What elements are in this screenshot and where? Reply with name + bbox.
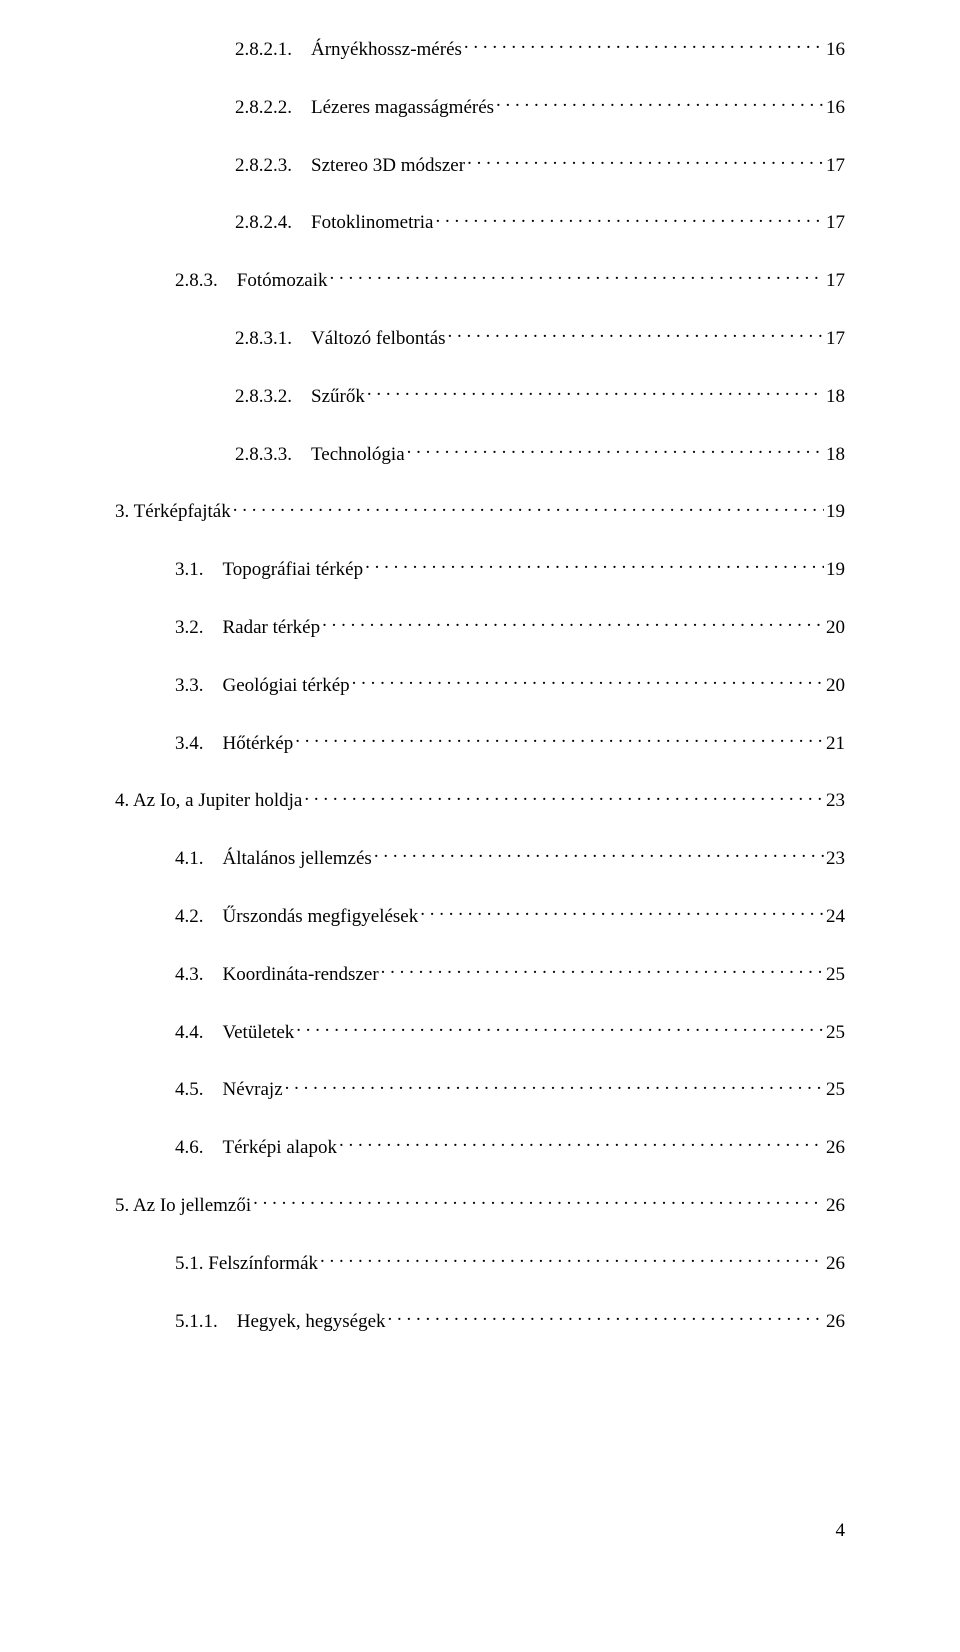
toc-label: 3.2. Radar térkép xyxy=(175,617,320,640)
toc-entry: 3.4. Hőtérkép 21 xyxy=(115,730,845,756)
toc-leader-dots xyxy=(285,1076,824,1095)
toc-page-number: 19 xyxy=(826,501,845,524)
toc-leader-dots xyxy=(407,441,824,460)
toc-leader-dots xyxy=(322,614,824,633)
toc-leader-dots xyxy=(435,209,824,228)
toc-label: 2.8.2.3. Sztereo 3D módszer xyxy=(235,155,465,178)
toc-label: 2.8.2.1. Árnyékhossz-mérés xyxy=(235,39,462,62)
toc-page-number: 17 xyxy=(826,155,845,178)
toc-entry: 4.5. Névrajz 25 xyxy=(115,1076,845,1102)
toc-leader-dots xyxy=(296,1019,824,1038)
toc-leader-dots xyxy=(381,961,824,980)
toc-page-number: 18 xyxy=(826,444,845,467)
toc-label: 4.6. Térképi alapok xyxy=(175,1137,337,1160)
toc-page-number: 25 xyxy=(826,1079,845,1102)
toc-entry: 4.2. Űrszondás megfigyelések 24 xyxy=(115,903,845,929)
toc-label: 4.3. Koordináta-rendszer xyxy=(175,964,379,987)
toc-label: 2.8.2.4. Fotoklinometria xyxy=(235,212,433,235)
page-number: 4 xyxy=(836,1520,846,1542)
toc-leader-dots xyxy=(367,383,824,402)
toc-leader-dots xyxy=(496,94,824,113)
toc-leader-dots xyxy=(339,1134,824,1153)
toc-page-number: 19 xyxy=(826,559,845,582)
toc-label: 2.8.3.3. Technológia xyxy=(235,444,405,467)
toc-label: 4. Az Io, a Jupiter holdja xyxy=(115,790,302,813)
toc-entry: 4. Az Io, a Jupiter holdja 23 xyxy=(115,787,845,813)
toc-page-number: 16 xyxy=(826,39,845,62)
toc-leader-dots xyxy=(388,1308,824,1327)
toc-page-number: 17 xyxy=(826,270,845,293)
toc-label: 3. Térképfajták xyxy=(115,501,231,524)
toc-label: 4.2. Űrszondás megfigyelések xyxy=(175,906,418,929)
toc-label: 5. Az Io jellemzői xyxy=(115,1195,251,1218)
toc-entry: 3. Térképfajták 19 xyxy=(115,498,845,524)
toc-page-number: 20 xyxy=(826,675,845,698)
toc-label: 4.4. Vetületek xyxy=(175,1022,294,1045)
toc-entry: 2.8.3.1. Változó felbontás 17 xyxy=(115,325,845,351)
toc-entry: 2.8.2.4. Fotoklinometria 17 xyxy=(115,209,845,235)
toc-page-number: 24 xyxy=(826,906,845,929)
toc-page-number: 17 xyxy=(826,212,845,235)
toc-entry: 2.8.3.2. Szűrők 18 xyxy=(115,383,845,409)
toc-entry: 5.1.1. Hegyek, hegységek 26 xyxy=(115,1308,845,1334)
toc-label: 5.1. Felszínformák xyxy=(175,1253,318,1276)
toc-entry: 5. Az Io jellemzői 26 xyxy=(115,1192,845,1218)
toc-page-number: 18 xyxy=(826,386,845,409)
toc-entry: 2.8.3. Fotómozaik 17 xyxy=(115,267,845,293)
toc-leader-dots xyxy=(304,787,824,806)
toc-leader-dots xyxy=(352,672,824,691)
toc-page-number: 16 xyxy=(826,97,845,120)
toc-page-number: 25 xyxy=(826,1022,845,1045)
toc-leader-dots xyxy=(295,730,824,749)
toc-entry: 4.3. Koordináta-rendszer 25 xyxy=(115,961,845,987)
document-page: 2.8.2.1. Árnyékhossz-mérés 162.8.2.2. Lé… xyxy=(0,0,960,1652)
toc-leader-dots xyxy=(320,1250,824,1269)
toc-entry: 3.1. Topográfiai térkép 19 xyxy=(115,556,845,582)
toc-entry: 3.2. Radar térkép 20 xyxy=(115,614,845,640)
toc-entry: 2.8.2.2. Lézeres magasságmérés 16 xyxy=(115,94,845,120)
toc-label: 3.1. Topográfiai térkép xyxy=(175,559,363,582)
toc-page-number: 20 xyxy=(826,617,845,640)
toc-label: 5.1.1. Hegyek, hegységek xyxy=(175,1311,386,1334)
toc-leader-dots xyxy=(233,498,824,517)
toc-leader-dots xyxy=(374,845,824,864)
toc-label: 2.8.3. Fotómozaik xyxy=(175,270,328,293)
toc-page-number: 17 xyxy=(826,328,845,351)
toc-leader-dots xyxy=(330,267,824,286)
toc-page-number: 26 xyxy=(826,1311,845,1334)
toc-label: 2.8.3.1. Változó felbontás xyxy=(235,328,446,351)
toc-entry: 2.8.2.1. Árnyékhossz-mérés 16 xyxy=(115,36,845,62)
toc-entry: 4.6. Térképi alapok 26 xyxy=(115,1134,845,1160)
toc-page-number: 26 xyxy=(826,1195,845,1218)
toc-page-number: 21 xyxy=(826,733,845,756)
toc-leader-dots xyxy=(365,556,824,575)
toc-page-number: 25 xyxy=(826,964,845,987)
toc-label: 3.3. Geológiai térkép xyxy=(175,675,350,698)
toc-entry: 2.8.3.3. Technológia 18 xyxy=(115,441,845,467)
toc-page-number: 23 xyxy=(826,848,845,871)
toc-entry: 4.1. Általános jellemzés 23 xyxy=(115,845,845,871)
table-of-contents: 2.8.2.1. Árnyékhossz-mérés 162.8.2.2. Lé… xyxy=(115,36,845,1333)
toc-label: 3.4. Hőtérkép xyxy=(175,733,293,756)
toc-label: 2.8.3.2. Szűrők xyxy=(235,386,365,409)
toc-entry: 5.1. Felszínformák 26 xyxy=(115,1250,845,1276)
toc-leader-dots xyxy=(448,325,824,344)
toc-label: 4.5. Névrajz xyxy=(175,1079,283,1102)
toc-leader-dots xyxy=(467,152,824,171)
toc-page-number: 26 xyxy=(826,1137,845,1160)
toc-entry: 4.4. Vetületek 25 xyxy=(115,1019,845,1045)
toc-entry: 2.8.2.3. Sztereo 3D módszer 17 xyxy=(115,152,845,178)
toc-leader-dots xyxy=(464,36,824,55)
toc-label: 4.1. Általános jellemzés xyxy=(175,848,372,871)
toc-label: 2.8.2.2. Lézeres magasságmérés xyxy=(235,97,494,120)
toc-leader-dots xyxy=(253,1192,824,1211)
toc-leader-dots xyxy=(420,903,824,922)
toc-page-number: 23 xyxy=(826,790,845,813)
toc-page-number: 26 xyxy=(826,1253,845,1276)
toc-entry: 3.3. Geológiai térkép 20 xyxy=(115,672,845,698)
